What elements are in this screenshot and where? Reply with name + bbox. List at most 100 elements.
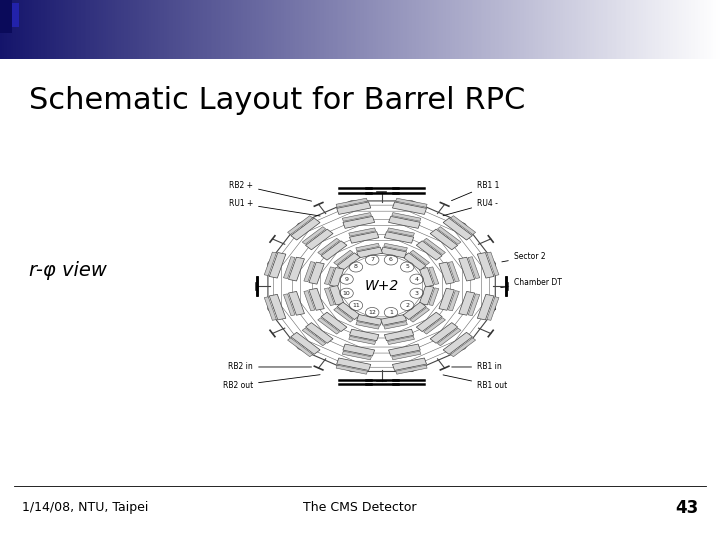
Polygon shape (264, 252, 276, 275)
Bar (274, 0, 276, 59)
Bar (217, 0, 220, 59)
Bar (13, 0, 14, 59)
Bar (355, 0, 356, 59)
Bar (657, 0, 659, 59)
Bar (132, 0, 133, 59)
Polygon shape (309, 288, 324, 310)
Bar (647, 0, 648, 59)
Bar (155, 0, 157, 59)
Bar (684, 0, 685, 59)
Text: RU4 -: RU4 - (443, 199, 498, 215)
Bar (626, 0, 628, 59)
Bar (203, 0, 205, 59)
Text: 4: 4 (415, 276, 418, 282)
Bar (126, 0, 128, 59)
Bar (135, 0, 137, 59)
Bar (601, 0, 603, 59)
Bar (150, 0, 151, 59)
Polygon shape (330, 286, 344, 305)
Polygon shape (477, 253, 494, 278)
Polygon shape (439, 262, 454, 284)
Bar (109, 0, 112, 59)
Polygon shape (381, 314, 407, 325)
Bar (614, 0, 616, 59)
Polygon shape (443, 332, 472, 354)
Polygon shape (356, 247, 382, 258)
Text: Chamber DT: Chamber DT (500, 278, 562, 288)
Bar (337, 0, 338, 59)
Bar (497, 0, 498, 59)
Bar (361, 0, 364, 59)
Polygon shape (289, 257, 305, 281)
Bar (416, 0, 418, 59)
Polygon shape (321, 241, 347, 260)
Bar (515, 0, 516, 59)
Bar (253, 0, 256, 59)
Polygon shape (419, 286, 433, 305)
Bar (171, 0, 173, 59)
Bar (521, 0, 522, 59)
Bar (585, 0, 587, 59)
Bar (612, 0, 613, 59)
Polygon shape (384, 244, 408, 251)
Polygon shape (387, 228, 415, 236)
Bar (212, 0, 215, 59)
Bar (121, 0, 122, 59)
Bar (454, 0, 455, 59)
Bar (565, 0, 567, 59)
Bar (43, 0, 45, 59)
Bar (644, 0, 647, 59)
Bar (49, 0, 50, 59)
Bar (145, 0, 148, 59)
Polygon shape (349, 329, 379, 341)
Bar (461, 0, 462, 59)
Bar (493, 0, 495, 59)
Bar (18, 0, 20, 59)
Bar (364, 0, 365, 59)
Bar (275, 0, 277, 59)
Text: RB1 1: RB1 1 (451, 181, 500, 201)
Bar (625, 0, 626, 59)
Bar (431, 0, 432, 59)
Bar (392, 0, 395, 59)
Bar (563, 0, 565, 59)
Bar (234, 0, 236, 59)
Bar (107, 0, 108, 59)
Bar (225, 0, 227, 59)
Bar (518, 0, 520, 59)
Bar (446, 0, 448, 59)
Bar (79, 0, 81, 59)
Bar (252, 0, 253, 59)
Bar (114, 0, 115, 59)
Bar (671, 0, 673, 59)
Polygon shape (381, 247, 407, 258)
Text: r-φ view: r-φ view (29, 260, 107, 280)
Bar (23, 0, 25, 59)
Bar (22, 0, 23, 59)
Bar (596, 0, 598, 59)
Bar (283, 0, 284, 59)
Polygon shape (443, 218, 472, 240)
Polygon shape (438, 328, 461, 346)
Bar (301, 0, 302, 59)
Bar (472, 0, 474, 59)
Bar (673, 0, 675, 59)
Bar (583, 0, 585, 59)
Bar (124, 0, 126, 59)
Bar (25, 0, 27, 59)
Bar (325, 0, 328, 59)
Bar (360, 0, 361, 59)
Polygon shape (334, 308, 353, 322)
Bar (373, 0, 374, 59)
Bar (0, 0, 12, 32)
Bar (452, 0, 454, 59)
Bar (371, 0, 373, 59)
Polygon shape (302, 328, 325, 346)
Polygon shape (384, 232, 414, 243)
Polygon shape (384, 321, 408, 329)
Bar (335, 0, 337, 59)
Bar (688, 0, 690, 59)
Bar (616, 0, 618, 59)
Bar (488, 0, 490, 59)
Polygon shape (337, 302, 360, 320)
